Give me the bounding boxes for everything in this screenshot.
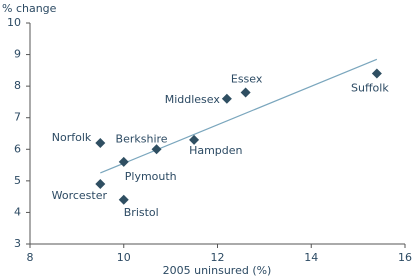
- y-tick-label: 3: [14, 237, 21, 250]
- y-tick-label: 4: [14, 205, 21, 218]
- point-label: Hampden: [189, 144, 242, 157]
- y-tick-label: 10: [7, 16, 21, 29]
- x-tick-label: 8: [27, 251, 34, 264]
- y-tick-label: 7: [14, 111, 21, 124]
- point-label: Plymouth: [125, 170, 177, 183]
- x-tick-label: 10: [117, 251, 131, 264]
- data-point: [189, 134, 200, 145]
- data-point: [371, 68, 382, 79]
- data-point: [240, 87, 251, 98]
- data-point: [151, 144, 162, 155]
- data-point: [95, 137, 106, 148]
- y-tick-label: 9: [14, 48, 21, 61]
- y-axis-label: % change: [2, 2, 57, 15]
- y-tick-label: 5: [14, 174, 21, 187]
- y-tick-label: 8: [14, 79, 21, 92]
- trend-line: [100, 58, 378, 174]
- data-point: [95, 179, 106, 190]
- data-point: [118, 194, 129, 205]
- data-point: [221, 93, 232, 104]
- point-label: Worcester: [52, 189, 108, 202]
- data-point: [118, 156, 129, 167]
- point-label: Berkshire: [116, 132, 168, 145]
- y-tick-label: 6: [14, 142, 21, 155]
- point-label: Essex: [231, 72, 263, 85]
- x-axis-label: 2005 uninsured (%): [163, 264, 272, 277]
- x-tick-label: 14: [304, 251, 318, 264]
- point-label: Norfolk: [52, 131, 92, 144]
- point-label: Suffolk: [351, 82, 389, 95]
- point-label: Bristol: [124, 206, 159, 219]
- x-tick-label: 16: [398, 251, 412, 264]
- point-label: Middlesex: [165, 93, 221, 106]
- x-tick-label: 12: [211, 251, 225, 264]
